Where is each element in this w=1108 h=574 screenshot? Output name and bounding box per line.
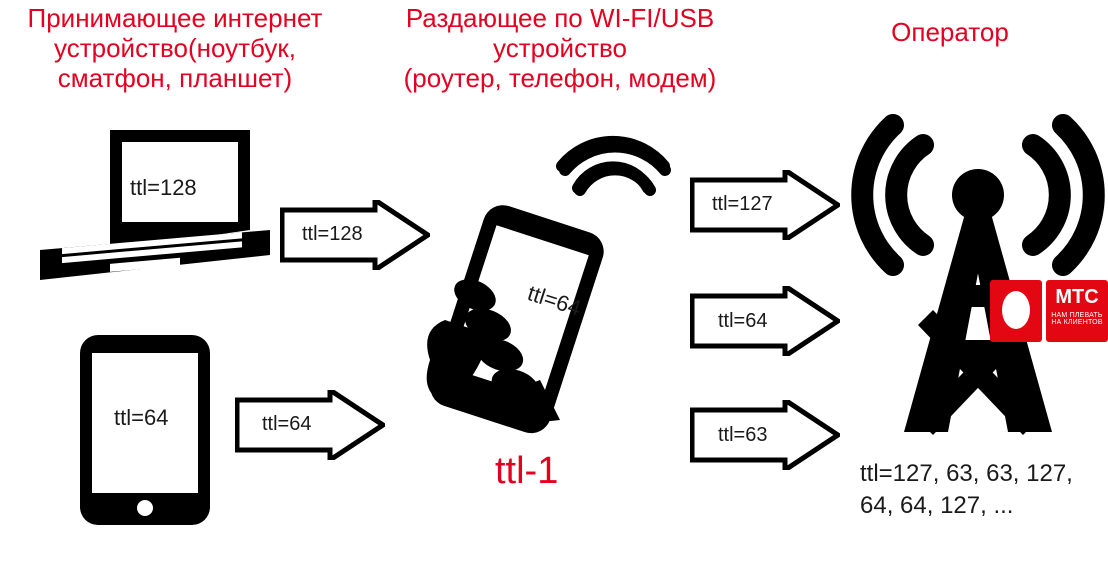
tower-ttl-list: ttl=127, 63, 63, 127, 64, 64, 127, ... [860,458,1108,523]
mts-brand-label: МТС [1046,280,1108,309]
arrow-phone-ttl: ttl=64 [262,413,311,436]
ttl-minus-one-label: ttl-1 [495,450,558,494]
mts-sub1-label: НАМ ПЛЕВАТЬ [1046,312,1108,319]
mts-badge: МТС НАМ ПЛЕВАТЬ НА КЛИЕНТОВ [990,280,1108,346]
arrow-out-mid-ttl: ttl=64 [718,310,767,333]
laptop-icon [40,130,270,290]
laptop-ttl-label: ttl=128 [130,175,197,201]
heading-operator: Оператор [820,18,1080,48]
arrow-out-bot-ttl: ttl=63 [718,424,767,447]
cell-tower-icon [848,110,1108,440]
heading-receiving: Принимающее интернет устройство(ноутбук,… [0,4,350,94]
arrow-out-top-ttl: ttl=127 [712,193,773,216]
heading-sharing: Раздающее по WI-FI/USB устройство (роуте… [350,4,770,94]
arrow-laptop-ttl: ttl=128 [302,223,363,246]
tablet-ttl-label: ttl=64 [114,405,168,431]
mts-sub2-label: НА КЛИЕНТОВ [1046,319,1108,326]
diagram-canvas: Принимающее интернет устройство(ноутбук,… [0,0,1108,574]
